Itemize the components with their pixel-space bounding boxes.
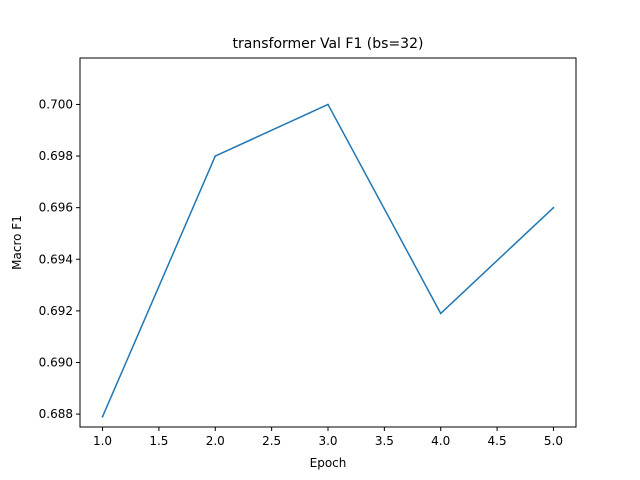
plot-frame (79, 57, 577, 428)
x-tick-label: 1.5 (149, 434, 168, 448)
data-point (101, 415, 104, 418)
x-tick-label: 4.0 (431, 434, 450, 448)
x-tick-label: 4.5 (488, 434, 507, 448)
data-point (552, 206, 555, 209)
data-point (327, 103, 329, 106)
x-tick-label: 2.5 (262, 434, 281, 448)
x-axis: 1.0 1.5 2.0 2.5 3.0 3.5 4.0 4.5 5.0 (93, 427, 563, 448)
y-tick-label: 0.690 (39, 355, 73, 369)
y-tick-label: 0.688 (39, 407, 73, 421)
y-tick-label: 0.694 (39, 252, 73, 266)
data-point (214, 155, 217, 157)
y-tick-label: 0.700 (39, 97, 73, 111)
chart-title: transformer Val F1 (bs=32) (233, 36, 424, 52)
y-axis: 0.688 0.690 0.692 0.694 0.696 0.698 0.700 (39, 97, 80, 421)
y-tick-label: 0.696 (39, 201, 73, 215)
x-tick-label: 2.0 (206, 434, 225, 448)
y-axis-label: Macro F1 (10, 215, 24, 270)
x-tick-label: 3.5 (375, 434, 394, 448)
data-point (439, 312, 442, 315)
x-tick-label: 5.0 (544, 434, 563, 448)
y-tick-label: 0.698 (39, 149, 73, 163)
plot-series (101, 103, 555, 418)
y-tick-label: 0.692 (39, 304, 73, 318)
x-axis-label: Epoch (310, 456, 347, 470)
x-tick-label: 1.0 (93, 434, 112, 448)
x-tick-label: 3.0 (318, 434, 337, 448)
